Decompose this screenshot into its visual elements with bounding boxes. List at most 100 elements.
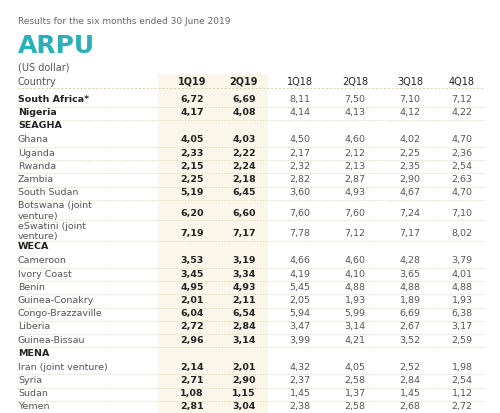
Text: Yemen: Yemen: [18, 402, 50, 411]
Text: SEAGHA: SEAGHA: [18, 121, 62, 131]
Text: 2,36: 2,36: [452, 149, 472, 158]
Text: 1,45: 1,45: [290, 389, 310, 398]
Text: 4,12: 4,12: [400, 108, 420, 117]
Text: 3,65: 3,65: [400, 270, 420, 279]
Text: 2,81: 2,81: [180, 402, 204, 411]
Text: 4,67: 4,67: [400, 188, 420, 197]
Text: Iran (joint venture): Iran (joint venture): [18, 363, 108, 372]
Text: 8,02: 8,02: [452, 229, 472, 238]
Text: 7,10: 7,10: [400, 95, 420, 104]
Text: 4,05: 4,05: [180, 135, 204, 145]
Text: 3,52: 3,52: [400, 336, 420, 344]
Text: 2,37: 2,37: [290, 376, 310, 385]
Text: South Africa*: South Africa*: [18, 95, 89, 104]
Text: WECA: WECA: [18, 242, 50, 252]
Text: 1,37: 1,37: [344, 389, 366, 398]
Text: 7,60: 7,60: [344, 209, 366, 218]
Text: 2,71: 2,71: [180, 376, 204, 385]
Text: 4,13: 4,13: [344, 108, 366, 117]
Text: (US dollar): (US dollar): [18, 62, 70, 72]
Text: Sudan: Sudan: [18, 389, 48, 398]
Text: 1,93: 1,93: [452, 296, 472, 305]
Text: 2,22: 2,22: [232, 149, 256, 158]
Text: 4,88: 4,88: [344, 283, 366, 292]
Text: 2,84: 2,84: [400, 376, 420, 385]
Text: 4,01: 4,01: [452, 270, 472, 279]
Text: 2Q19: 2Q19: [230, 77, 258, 87]
Text: Zambia: Zambia: [18, 175, 54, 184]
Text: 4,93: 4,93: [232, 283, 256, 292]
Text: 1,98: 1,98: [452, 363, 472, 372]
Text: 3,47: 3,47: [290, 323, 310, 331]
Text: Ghana: Ghana: [18, 135, 49, 145]
Text: 3,60: 3,60: [290, 188, 310, 197]
Text: 7,50: 7,50: [344, 95, 366, 104]
Text: 3,99: 3,99: [290, 336, 310, 344]
Text: Guinea-Conakry: Guinea-Conakry: [18, 296, 94, 305]
Text: ARPU: ARPU: [18, 34, 95, 58]
Text: 4,60: 4,60: [344, 256, 366, 266]
Text: 4,17: 4,17: [180, 108, 204, 117]
Text: 2,54: 2,54: [452, 376, 472, 385]
Text: 1Q19: 1Q19: [178, 77, 206, 87]
Text: Syria: Syria: [18, 376, 42, 385]
Text: 7,17: 7,17: [400, 229, 420, 238]
Text: Results for the six months ended 30 June 2019: Results for the six months ended 30 June…: [18, 17, 231, 26]
Text: 2,13: 2,13: [344, 162, 366, 171]
Text: 2,90: 2,90: [400, 175, 420, 184]
Text: 4,50: 4,50: [290, 135, 310, 145]
Text: 1,89: 1,89: [400, 296, 420, 305]
Text: Botswana (joint
venture): Botswana (joint venture): [18, 202, 92, 221]
Text: 2,38: 2,38: [290, 402, 310, 411]
Text: 4,21: 4,21: [344, 336, 366, 344]
Text: 7,17: 7,17: [232, 229, 256, 238]
Text: 2,67: 2,67: [400, 323, 420, 331]
Text: 2,52: 2,52: [400, 363, 420, 372]
Text: 4Q18: 4Q18: [449, 77, 475, 87]
Text: 2Q18: 2Q18: [342, 77, 368, 87]
Text: 3Q18: 3Q18: [397, 77, 423, 87]
Text: 3,17: 3,17: [452, 323, 472, 331]
Text: 7,10: 7,10: [452, 209, 472, 218]
Text: Nigeria: Nigeria: [18, 108, 57, 117]
Text: 2,05: 2,05: [290, 296, 310, 305]
Text: 2,54: 2,54: [452, 162, 472, 171]
Text: Rwanda: Rwanda: [18, 162, 56, 171]
Text: 2,15: 2,15: [180, 162, 204, 171]
Text: 7,12: 7,12: [344, 229, 366, 238]
Text: 2,58: 2,58: [344, 402, 366, 411]
Text: Country: Country: [18, 77, 57, 87]
Text: 2,12: 2,12: [344, 149, 366, 158]
Text: 5,99: 5,99: [344, 309, 366, 318]
Text: 6,72: 6,72: [180, 95, 204, 104]
Text: 6,20: 6,20: [180, 209, 204, 218]
Text: MENA: MENA: [18, 349, 50, 358]
Text: Guinea-Bissau: Guinea-Bissau: [18, 336, 86, 344]
Text: 3,14: 3,14: [232, 336, 256, 344]
Text: Uganda: Uganda: [18, 149, 55, 158]
Text: 2,17: 2,17: [290, 149, 310, 158]
Text: 4,60: 4,60: [344, 135, 366, 145]
Text: 2,32: 2,32: [290, 162, 310, 171]
Text: 2,35: 2,35: [400, 162, 420, 171]
Text: 3,79: 3,79: [452, 256, 472, 266]
Text: 6,54: 6,54: [232, 309, 256, 318]
Text: 2,01: 2,01: [180, 296, 204, 305]
Text: Congo-Brazzaville: Congo-Brazzaville: [18, 309, 103, 318]
Text: 5,19: 5,19: [180, 188, 204, 197]
Text: Cameroon: Cameroon: [18, 256, 67, 266]
Text: 2,72: 2,72: [180, 323, 204, 331]
Text: 3,53: 3,53: [180, 256, 204, 266]
Text: 2,33: 2,33: [180, 149, 204, 158]
Text: 6,45: 6,45: [232, 188, 256, 197]
Text: 6,69: 6,69: [232, 95, 256, 104]
Text: eSwatini (joint
venture): eSwatini (joint venture): [18, 222, 86, 241]
Text: Benin: Benin: [18, 283, 45, 292]
Text: 4,14: 4,14: [290, 108, 310, 117]
Text: 3,04: 3,04: [232, 402, 256, 411]
Text: 6,69: 6,69: [400, 309, 420, 318]
Text: 2,58: 2,58: [344, 376, 366, 385]
Text: 2,14: 2,14: [180, 363, 204, 372]
Text: 5,45: 5,45: [290, 283, 310, 292]
Text: 4,88: 4,88: [400, 283, 420, 292]
